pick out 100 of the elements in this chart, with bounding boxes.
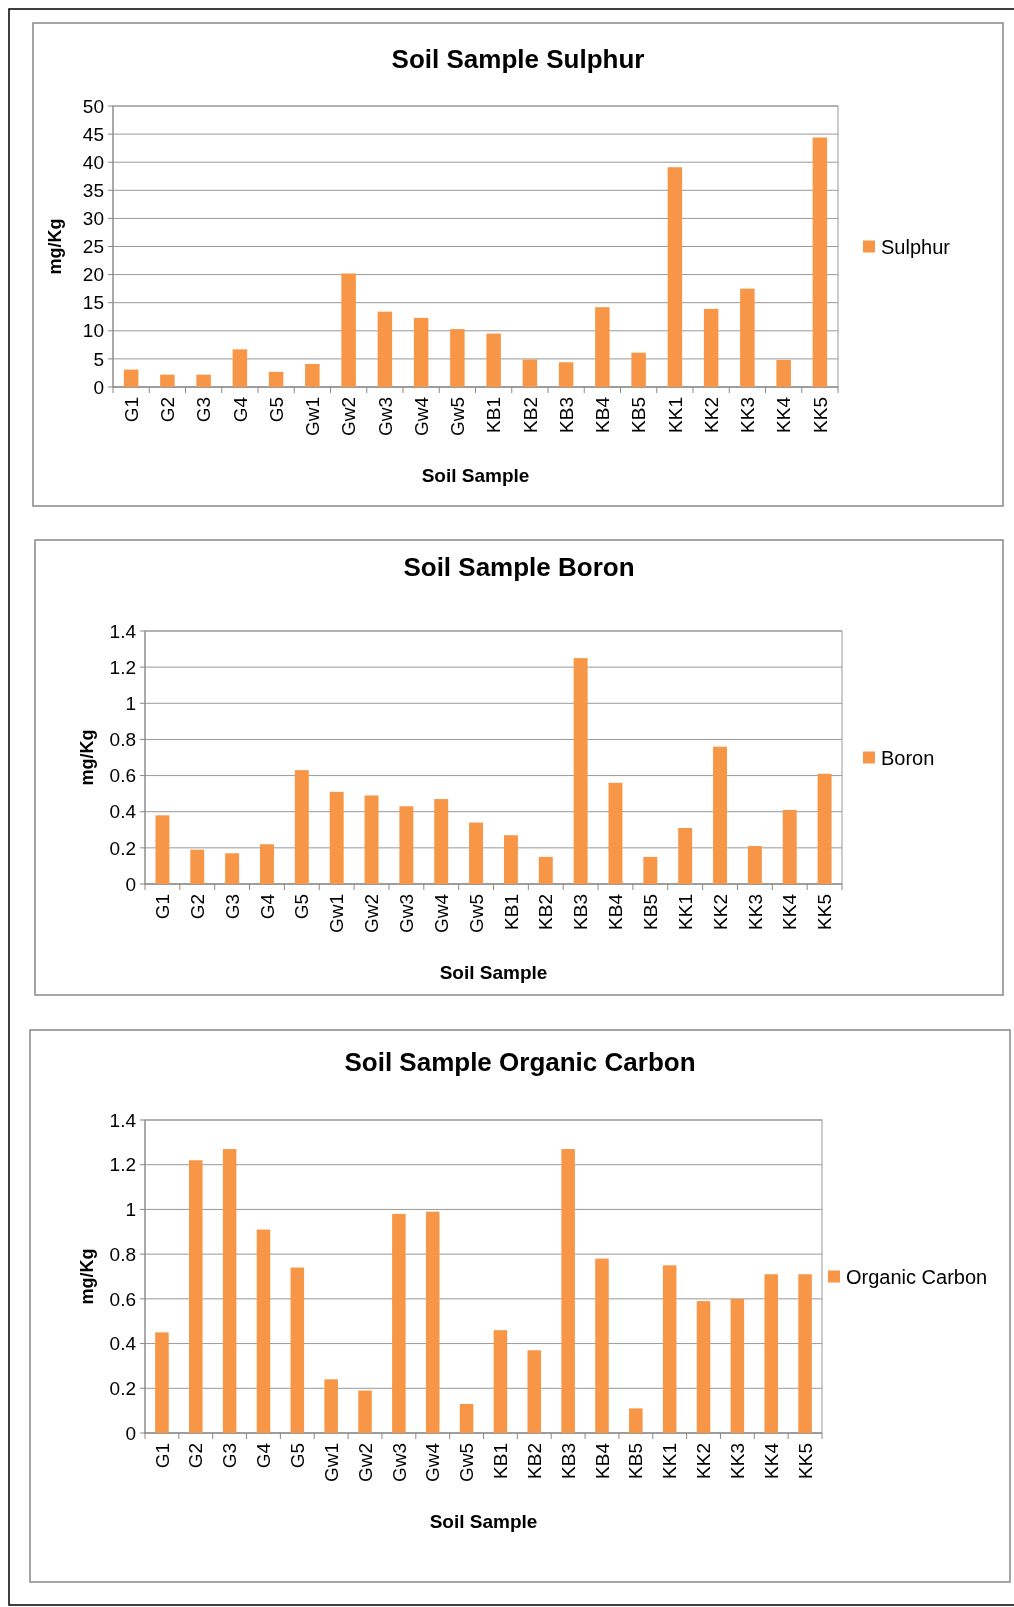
bar	[459, 1403, 474, 1433]
y-tick-label: 5	[93, 348, 104, 370]
x-tick-label: G5	[265, 397, 287, 423]
y-tick-label: 1.4	[109, 620, 137, 642]
bar	[324, 1379, 338, 1433]
x-tick-label: G3	[219, 1443, 241, 1469]
x-tick-label: Gw2	[354, 1443, 376, 1483]
bar	[662, 1265, 677, 1433]
chart-title: Soil Sample Organic Carbon	[344, 1047, 696, 1077]
x-tick-label: KB2	[519, 397, 541, 433]
x-tick-label: KK5	[809, 397, 831, 433]
y-tick-label: 25	[82, 236, 104, 258]
x-tick-label: KB3	[570, 894, 592, 930]
x-tick-label: KB2	[535, 894, 557, 930]
x-tick-label: G2	[157, 397, 179, 423]
bar	[425, 1211, 440, 1433]
bar	[160, 374, 175, 387]
y-tick-label: 0.4	[109, 1333, 137, 1355]
x-tick-label: Gw3	[396, 894, 418, 934]
x-tick-label: G1	[151, 1443, 173, 1469]
y-tick-label: 0.2	[109, 837, 136, 859]
bar	[260, 844, 274, 884]
bar	[527, 1350, 542, 1433]
y-tick-label: 0.8	[109, 1243, 136, 1265]
x-axis-title: Soil Sample	[439, 962, 548, 983]
bar	[364, 795, 379, 884]
bar	[196, 374, 211, 387]
bar	[268, 371, 284, 387]
x-tick-label: KK5	[794, 1443, 816, 1479]
x-tick-label: KK5	[814, 894, 836, 930]
x-tick-label: KK3	[727, 1443, 749, 1479]
bar	[629, 1408, 643, 1433]
y-axis-title: mg/Kg	[77, 1248, 97, 1305]
x-tick-label: KK2	[693, 1443, 715, 1479]
x-tick-label: Gw5	[465, 894, 487, 934]
bar	[469, 822, 484, 884]
x-tick-label: KK2	[709, 894, 731, 930]
bar	[730, 1298, 745, 1433]
bar	[561, 1149, 575, 1433]
x-tick-label: KK3	[744, 894, 766, 930]
x-tick-label: Gw1	[320, 1443, 342, 1483]
bar	[503, 835, 518, 884]
x-axis-title: Soil Sample	[421, 465, 530, 486]
x-tick-label: KB4	[605, 893, 627, 930]
bar	[538, 856, 553, 884]
bar	[678, 827, 693, 884]
bar	[776, 360, 791, 387]
y-tick-label: 1.2	[109, 656, 136, 678]
chart-title: Soil Sample Boron	[403, 552, 635, 582]
bar	[190, 849, 205, 884]
bar	[294, 770, 309, 884]
y-tick-label: 0.6	[109, 765, 136, 787]
y-tick-label: 50	[82, 95, 104, 117]
x-tick-label: G2	[185, 1443, 207, 1469]
x-tick-label: KB1	[483, 397, 505, 433]
x-tick-label: Gw4	[422, 1442, 444, 1483]
x-tick-label: KB3	[555, 397, 577, 433]
x-tick-label: G4	[256, 893, 278, 920]
legend-label: Sulphur	[881, 235, 951, 258]
bar	[595, 307, 610, 387]
bar	[798, 1274, 812, 1433]
x-tick-label: KK4	[760, 1442, 782, 1479]
y-tick-label: 1	[125, 692, 136, 714]
x-tick-label: KK1	[659, 1443, 681, 1479]
bar	[392, 1213, 406, 1433]
y-tick-label: 40	[82, 151, 104, 173]
x-tick-label: KB5	[628, 397, 650, 433]
x-tick-label: Gw1	[326, 894, 348, 934]
x-tick-label: Gw1	[302, 397, 324, 437]
x-tick-label: KB4	[592, 396, 614, 433]
bar	[522, 359, 538, 387]
bar	[225, 853, 240, 884]
y-tick-label: 10	[82, 320, 104, 342]
bar	[155, 1332, 169, 1433]
x-tick-label: KB4	[591, 1442, 613, 1479]
x-tick-label: KK3	[737, 397, 759, 433]
legend-label: Boron	[881, 746, 935, 769]
x-tick-label: G1	[152, 894, 174, 920]
bar	[189, 1160, 203, 1433]
x-tick-label: G4	[253, 1442, 275, 1469]
x-tick-label: KK1	[664, 397, 686, 433]
bar	[558, 362, 574, 387]
bar	[305, 363, 320, 387]
x-tick-label: KK4	[773, 396, 795, 433]
x-tick-label: KK1	[674, 894, 696, 930]
bar	[123, 369, 139, 387]
bar	[232, 349, 248, 387]
y-tick-label: 0.2	[109, 1377, 136, 1399]
bar	[595, 1258, 609, 1433]
x-tick-label: KB5	[639, 894, 661, 930]
x-tick-label: Gw4	[410, 396, 432, 437]
y-tick-label: 20	[82, 264, 104, 286]
legend-label: Organic Carbon	[846, 1265, 988, 1288]
y-axis-title: mg/Kg	[77, 729, 97, 786]
bar	[290, 1267, 305, 1433]
bar	[256, 1229, 271, 1433]
bar	[486, 333, 501, 387]
x-tick-label: G1	[120, 397, 142, 423]
bar	[222, 1149, 237, 1433]
x-tick-label: G5	[286, 1443, 308, 1469]
